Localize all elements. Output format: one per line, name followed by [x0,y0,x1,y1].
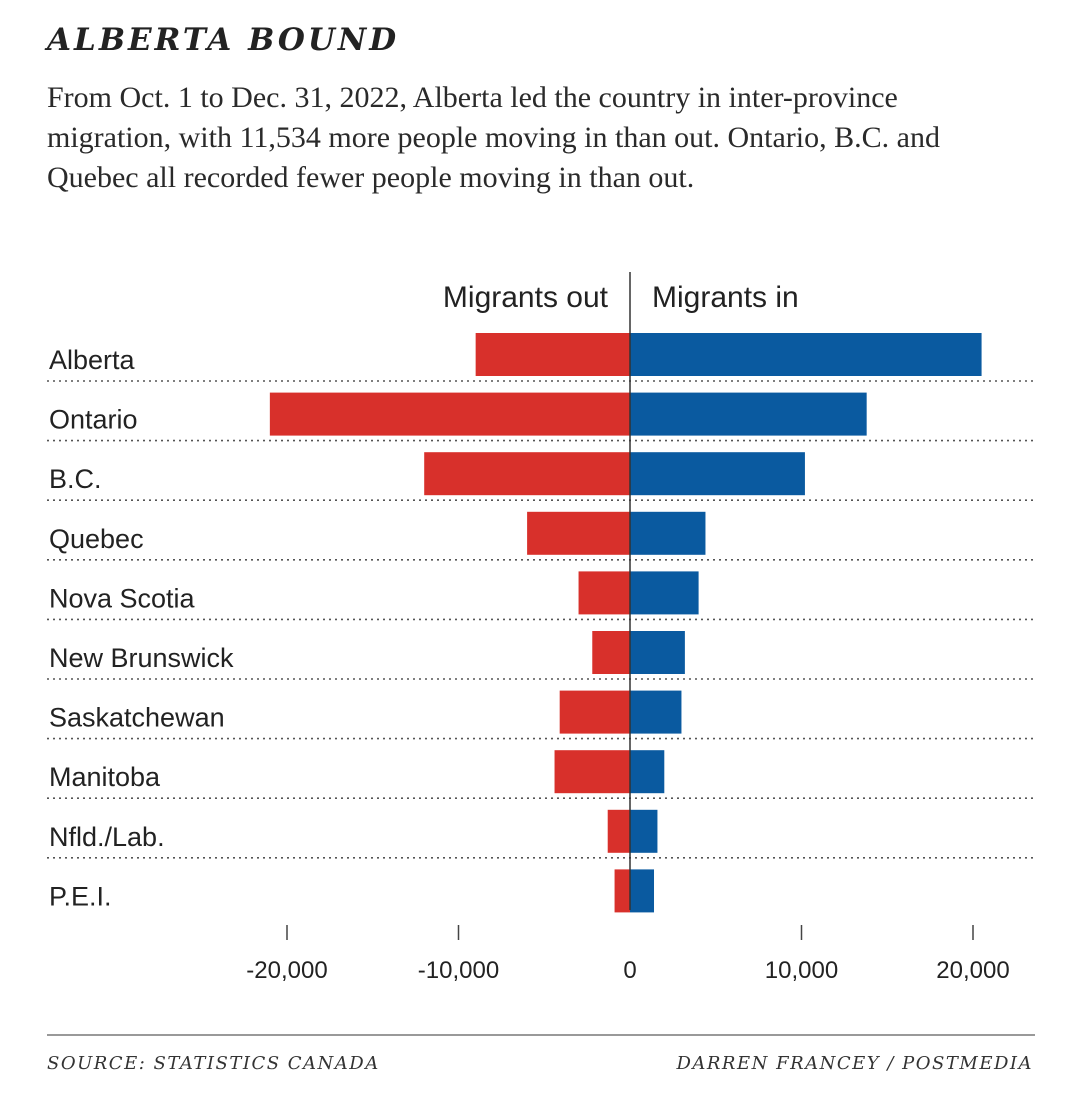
bar-migrants-in [630,452,805,496]
x-tick-label: 10,000 [765,957,838,984]
chart-subtitle: From Oct. 1 to Dec. 31, 2022, Alberta le… [47,81,940,194]
bar-migrants-out [527,511,630,555]
chart-title: ALBERTA BOUND [47,22,400,58]
source-note: SOURCE: STATISTICS CANADA [47,1053,380,1074]
category-label: Saskatchewan [49,703,225,733]
bar-migrants-in [630,809,658,853]
category-label: Nfld./Lab. [49,822,165,852]
x-tick-label: 20,000 [936,957,1009,984]
category-label: Quebec [49,524,144,554]
bar-migrants-out [424,452,630,496]
bar-migrants-out [592,631,630,674]
legend-migrants-out: Migrants out [443,281,609,314]
category-label: Manitoba [49,762,161,792]
bar-migrants-in [630,571,699,615]
x-tick-label: -10,000 [418,957,499,984]
category-label: Ontario [49,405,138,435]
category-label: P.E.I. [49,881,112,911]
bar-migrants-out [269,392,630,436]
bar-migrants-in [630,511,706,555]
bar-migrants-in [630,631,685,674]
diverging-bar-chart: Migrants out Migrants in Alberta Ontario B.C… [47,272,1033,984]
bar-migrants-out [614,869,630,913]
bar-migrants-in [630,333,982,376]
bar-migrants-in [630,690,682,734]
x-tick-label: 0 [623,957,636,984]
category-label: Nova Scotia [49,583,196,613]
bar-migrants-in [630,750,665,794]
footer-divider [47,1034,1035,1036]
bar-migrants-out [578,571,630,615]
credit-note: DARREN FRANCEY / POSTMEDIA [676,1053,1033,1074]
bar-migrants-out [554,750,630,794]
bar-migrants-in [630,392,867,436]
category-label: New Brunswick [49,643,234,673]
category-label: B.C. [49,464,102,494]
bar-migrants-out [559,690,630,734]
legend-migrants-in: Migrants in [652,281,799,314]
category-label: Alberta [49,345,136,375]
bar-migrants-out [475,333,630,376]
bar-migrants-out [607,809,630,853]
x-tick-label: -20,000 [246,957,327,984]
bar-migrants-in [630,869,655,913]
